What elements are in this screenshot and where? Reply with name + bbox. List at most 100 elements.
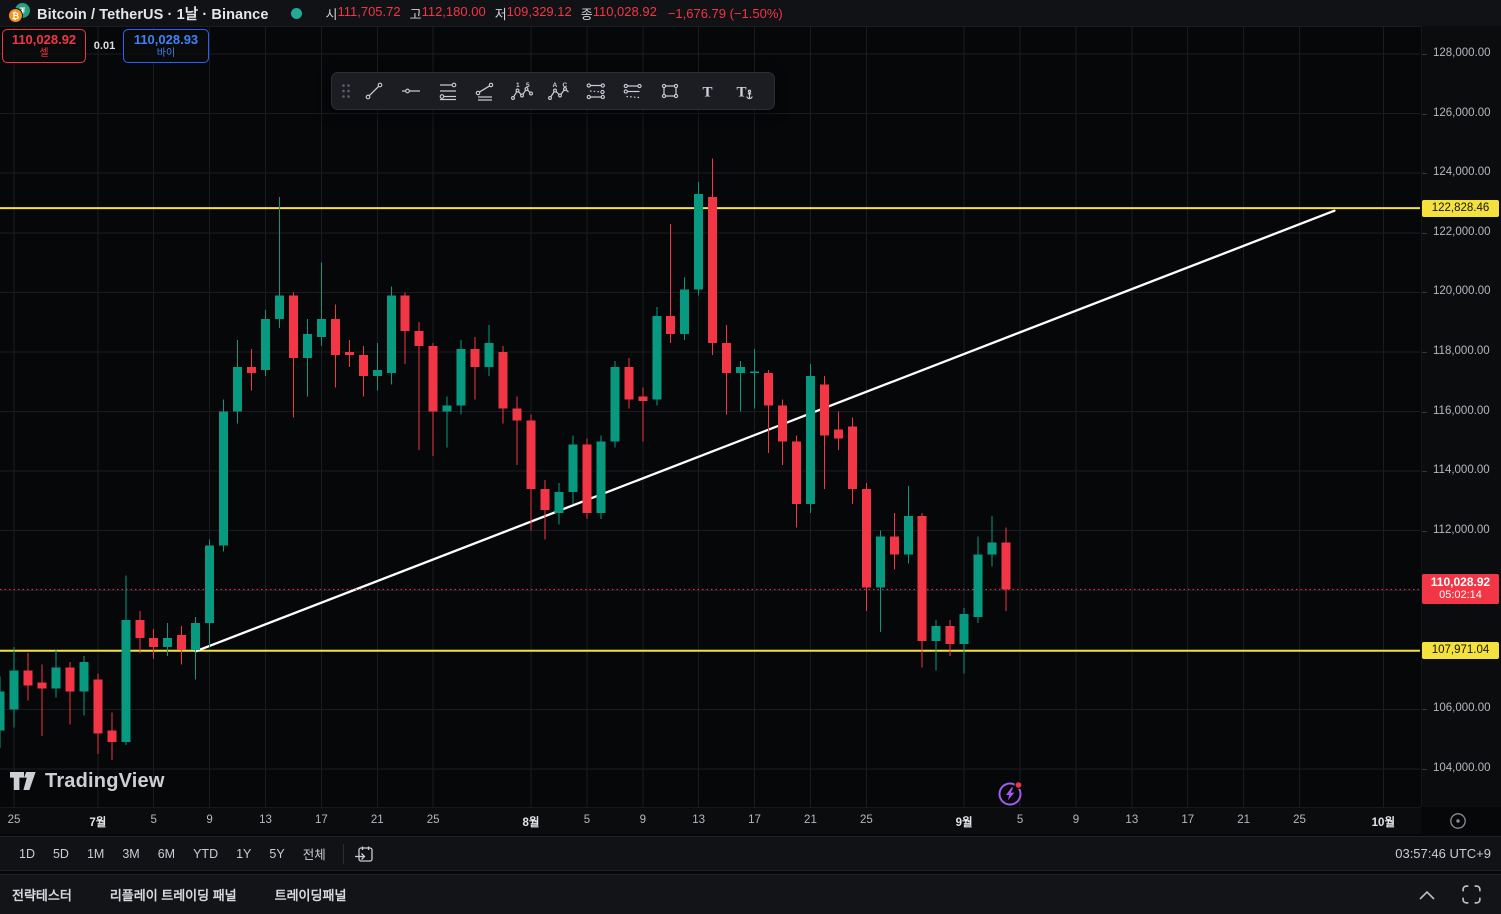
btc-usdt-pair-icon: ₮ ₿ <box>8 3 30 23</box>
svg-text:5: 5 <box>526 82 530 89</box>
trade-buttons: 110,028.92 셀 0.01 110,028.93 바이 <box>2 29 209 63</box>
candle <box>568 444 578 492</box>
collapse-panel-chevron-up-icon[interactable] <box>1416 889 1438 901</box>
price-axis-tick <box>1422 232 1427 234</box>
price-axis[interactable]: 128,000.00 126,000.00 124,000.00 122,000.00… <box>1421 26 1501 807</box>
candle <box>889 536 899 555</box>
candle <box>554 491 564 513</box>
buy-label: 바이 <box>156 48 176 59</box>
maximize-panel-icon[interactable] <box>1460 883 1483 906</box>
price-axis-label: 120,000.00 <box>1433 285 1491 298</box>
range-6m[interactable]: 6M <box>157 846 176 861</box>
timezone-icon[interactable] <box>1448 811 1468 831</box>
trend-line <box>194 209 1336 653</box>
candle <box>847 426 857 489</box>
bitcoin-coin-icon: ₿ <box>8 8 23 23</box>
flat-top-bottom-channel-tool-icon[interactable] <box>615 76 650 106</box>
range-all[interactable]: 전체 <box>302 848 326 862</box>
candle <box>708 197 718 343</box>
time-axis-label: 9 <box>1072 814 1080 826</box>
candle <box>37 682 47 689</box>
sell-button[interactable]: 110,028.92 셀 <box>2 29 86 63</box>
spread-value: 0.01 <box>93 40 116 52</box>
range-ytd[interactable]: YTD <box>193 846 219 861</box>
time-axis-label: 13 <box>1125 814 1139 826</box>
range-1y[interactable]: 1Y <box>236 846 252 861</box>
price-axis-label: 106,000.00 <box>1433 702 1491 715</box>
horizontal-ray-tool-icon[interactable] <box>393 76 428 106</box>
change-value: −1,676.79 (−1.50%) <box>667 5 783 21</box>
level-price-tag: 107,971.04 <box>1422 642 1499 660</box>
price-axis-label: 118,000.00 <box>1433 344 1490 357</box>
candle <box>1001 542 1011 590</box>
high-label: 고 <box>409 6 422 22</box>
open-value: 111,705.72 <box>337 3 401 19</box>
tradingview-watermark[interactable]: TradingView <box>10 770 165 793</box>
candle <box>386 295 396 373</box>
range-1d[interactable]: 1D <box>19 846 35 861</box>
time-axis-label: 9월 <box>955 817 973 829</box>
range-1m[interactable]: 1M <box>86 846 105 861</box>
go-to-date-icon[interactable] <box>352 842 378 866</box>
candle <box>484 342 494 367</box>
time-axis[interactable]: 25 7월 5 9 13 17 21 25 8월 5 9 13 17 21 25 9월 5 9 13 17 21 25 10… <box>0 807 1421 834</box>
candle <box>917 515 927 641</box>
time-axis-label: 5 <box>150 814 157 826</box>
range-3m[interactable]: 3M <box>122 846 140 861</box>
time-axis-label: 7월 <box>89 817 107 829</box>
price-axis-label: 124,000.00 <box>1433 166 1491 179</box>
candle <box>526 420 536 489</box>
price-chart-canvas[interactable] <box>0 26 1421 807</box>
tab-replay-trading-panel[interactable]: 리플레이 트레이딩 패널 <box>109 888 237 903</box>
candle <box>330 319 340 355</box>
candle <box>959 614 969 644</box>
flash-event-badge[interactable] <box>996 779 1025 808</box>
candle <box>638 396 648 402</box>
text-tool-icon[interactable]: T <box>689 76 724 106</box>
tab-trading-panel[interactable]: 트레이딩패널 <box>274 888 347 903</box>
candle <box>261 319 271 370</box>
candle <box>163 637 173 647</box>
tradingview-logo-icon <box>10 772 36 790</box>
candle <box>819 384 829 436</box>
candle <box>750 371 760 373</box>
anchored-text-tool-icon[interactable]: T <box>726 76 761 106</box>
buy-button[interactable]: 110,028.93 바이 <box>123 29 209 63</box>
clock-timezone[interactable]: 03:57:46 UTC+9 <box>1395 846 1491 861</box>
candle <box>987 542 997 555</box>
candle <box>652 316 662 400</box>
symbol-title[interactable]: Bitcoin / TetherUS · 1날 · Binance <box>37 6 269 23</box>
price-axis-tick <box>1422 769 1427 770</box>
candle <box>512 408 522 421</box>
time-axis-label: 25 <box>1293 814 1306 826</box>
svg-text:1: 1 <box>516 82 520 89</box>
chart-pane[interactable] <box>0 26 1421 807</box>
price-axis-label: 116,000.00 <box>1433 404 1490 417</box>
fib-retracement-tool-icon[interactable] <box>430 76 465 106</box>
time-axis-label: 25 <box>859 814 873 826</box>
bottom-tab-bar: 전략테스터 리플레이 트레이딩 패널 트레이딩패널 <box>0 874 1501 914</box>
range-5y[interactable]: 5Y <box>269 846 285 861</box>
time-axis-label: 17 <box>315 814 328 826</box>
tab-strategy-tester[interactable]: 전략테스터 <box>12 888 72 903</box>
parallel-channel-tool-icon[interactable] <box>578 76 613 106</box>
trend-based-fib-extension-tool-icon[interactable] <box>467 76 502 106</box>
time-axis-label: 9 <box>639 814 646 826</box>
price-axis-tick <box>1422 530 1427 532</box>
trend-line-tool-icon[interactable] <box>356 76 391 106</box>
bottom-toolbar: 1D 5D 1M 3M 6M YTD 1Y 5Y 전체 03:57:46 UTC… <box>0 836 1501 871</box>
candle <box>666 316 676 335</box>
price-axis-label: 122,000.00 <box>1433 225 1491 238</box>
candle <box>945 626 955 644</box>
sell-price: 110,028.92 <box>11 32 77 47</box>
toolbar-drag-handle-icon[interactable] <box>338 78 354 104</box>
candle <box>791 441 801 504</box>
range-5d[interactable]: 5D <box>52 846 69 861</box>
candle <box>372 369 382 376</box>
rectangle-tool-icon[interactable] <box>652 76 687 106</box>
time-axis-label: 13 <box>692 814 706 826</box>
